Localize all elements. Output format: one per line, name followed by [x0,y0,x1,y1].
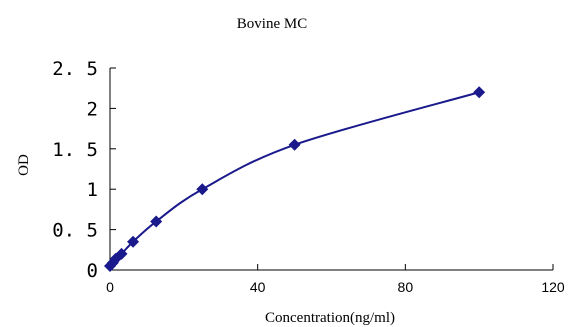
fit-curve [109,91,480,267]
data-points [104,86,486,272]
data-point [150,215,163,228]
y-axis-label: OD [16,154,32,176]
data-point [473,86,486,99]
y-ticks: 0 0. 5 1 1. 5 2 2. 5 [52,58,116,282]
y-tick-label: 2. 5 [52,58,98,80]
data-point [115,247,128,260]
x-tick-label: 40 [250,279,266,295]
y-tick-label: 1. 5 [52,139,98,161]
x-ticks: 0 40 80 120 [106,264,565,295]
data-point [196,183,209,196]
data-point [288,138,301,151]
y-tick-label: 2 [87,98,98,120]
y-tick-label: 0 [87,260,98,282]
y-tick-label: 0. 5 [52,220,98,242]
x-tick-label: 80 [398,279,414,295]
y-tick-label: 1 [87,179,98,201]
chart-title: Bovine MC [237,16,307,32]
x-tick-label: 0 [106,279,114,295]
x-axis-label: Concentration(ng/ml) [265,310,395,326]
x-tick-label: 120 [541,279,565,295]
data-point [127,235,140,248]
